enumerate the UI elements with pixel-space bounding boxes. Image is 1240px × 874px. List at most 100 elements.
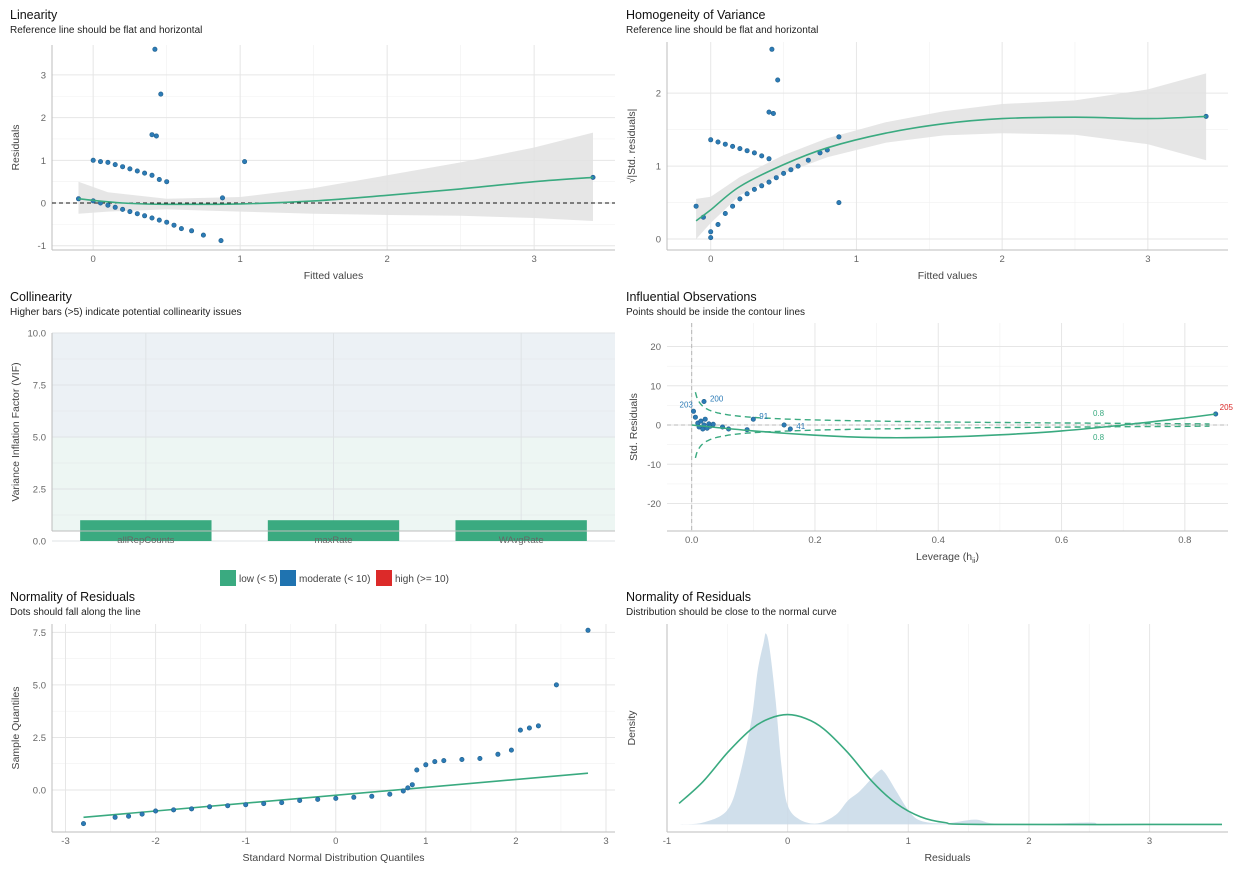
data-point [737, 146, 743, 152]
x-tick-label: -1 [663, 836, 671, 847]
data-point [751, 186, 757, 192]
data-point [730, 203, 736, 209]
data-point [526, 725, 532, 731]
data-point [766, 109, 772, 115]
x-axis-title: Fitted values [918, 270, 978, 282]
data-point [127, 166, 133, 172]
grid [667, 42, 1228, 250]
data-point [751, 150, 757, 156]
data-point [153, 808, 159, 814]
data-point [715, 222, 721, 228]
data-point [242, 159, 248, 165]
trend-line [695, 115, 1207, 222]
data-point [171, 222, 177, 228]
y-axis-title: Variance Inflation Factor (VIF) [10, 362, 22, 501]
data-point [414, 767, 420, 773]
x-tick-label: 2 [385, 254, 390, 265]
y-tick-label: -10 [647, 460, 661, 471]
x-tick-label: WAvgRate [499, 535, 544, 546]
panel-subtitle: Reference line should be flat and horizo… [626, 25, 818, 36]
data-point [730, 143, 736, 149]
y-axis-title: Density [626, 710, 638, 746]
y-tick-label: 7.5 [33, 381, 46, 392]
x-tick-label: 1 [423, 836, 428, 847]
x-tick-label: 2 [513, 836, 518, 847]
qq-reference-line [83, 772, 589, 819]
x-tick-label: 3 [603, 836, 608, 847]
data-point [710, 421, 716, 427]
panel-title: Normality of Residuals [10, 590, 135, 604]
data-point [836, 200, 842, 206]
data-point [218, 238, 224, 244]
data-point [90, 157, 96, 163]
data-point [387, 791, 393, 797]
legend-swatch [280, 570, 296, 586]
data-point [535, 723, 541, 729]
data-point [225, 803, 231, 809]
x-tick-label: 3 [1145, 254, 1150, 265]
data-point [189, 228, 195, 234]
data-point [126, 813, 132, 819]
y-axis-title: Std. Residuals [628, 393, 640, 461]
data-point [693, 203, 699, 209]
y-axis-title: Residuals [10, 124, 22, 170]
data-point [795, 163, 801, 169]
data-point [142, 170, 148, 176]
x-tick-label: 1 [238, 254, 243, 265]
data-point [759, 153, 765, 159]
panel-title: Normality of Residuals [626, 590, 751, 604]
data-point [692, 414, 698, 420]
data-point [708, 229, 714, 235]
panel-subtitle: Distribution should be close to the norm… [626, 607, 837, 618]
homogeneity-panel: Homogeneity of Variance Reference line sh… [626, 8, 1228, 282]
data-point [279, 800, 285, 806]
data-point [459, 756, 465, 762]
data-point [701, 398, 707, 404]
y-tick-label: 20 [650, 342, 661, 353]
data-point [769, 46, 775, 52]
data-point [142, 213, 148, 219]
y-axis-title: √|Std. residuals| [626, 109, 638, 184]
y-tick-label: 5.0 [33, 680, 46, 691]
observation-label: 203 [680, 400, 694, 409]
legend-swatch [220, 570, 236, 586]
data-point [261, 801, 267, 807]
data-point [120, 206, 126, 212]
data-point [333, 795, 339, 801]
y-tick-label: 2 [41, 113, 46, 124]
y-tick-label: 10.0 [28, 329, 47, 340]
y-tick-label: 10 [650, 381, 661, 392]
x-tick-label: 1 [906, 836, 911, 847]
data-point [708, 235, 714, 241]
data-point [495, 751, 501, 757]
data-point [149, 172, 155, 178]
data-point [315, 796, 321, 802]
y-tick-label: 0 [656, 421, 661, 432]
y-tick-label: 0 [656, 235, 661, 246]
x-axis-title: Leverage (hii) [916, 551, 979, 565]
confidence-band [696, 73, 1207, 240]
y-axis-title: Sample Quantiles [10, 687, 22, 770]
data-point [553, 682, 559, 688]
x-tick-label: 0 [333, 836, 338, 847]
x-axis-title: Fitted values [304, 270, 364, 282]
x-tick-label: 2 [999, 254, 1004, 265]
data-point [156, 217, 162, 223]
data-point [744, 148, 750, 154]
data-point [423, 762, 429, 768]
y-tick-label: 1 [41, 156, 46, 167]
x-tick-label: 0.6 [1055, 535, 1068, 546]
observation-label: 41 [796, 422, 805, 431]
grid [667, 323, 1228, 531]
cooks-contour-lower [694, 425, 1210, 459]
data-point [81, 821, 87, 827]
legend-label: moderate (< 10) [299, 574, 370, 585]
data-point [836, 134, 842, 140]
data-point [139, 811, 145, 817]
x-axis-title: Residuals [924, 852, 970, 864]
legend-label: high (>= 10) [395, 574, 449, 585]
data-point [715, 139, 721, 145]
data-point [158, 91, 164, 97]
x-tick-label: maxRate [314, 535, 352, 546]
data-point [477, 755, 483, 761]
